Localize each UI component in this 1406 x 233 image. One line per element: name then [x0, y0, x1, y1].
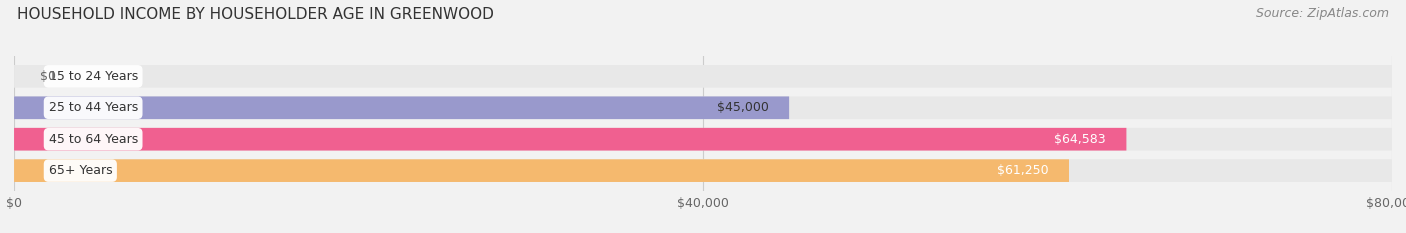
Text: $45,000: $45,000 [717, 101, 769, 114]
FancyBboxPatch shape [14, 128, 1392, 151]
Text: 45 to 64 Years: 45 to 64 Years [48, 133, 138, 146]
Text: $0: $0 [39, 70, 56, 83]
Text: $61,250: $61,250 [997, 164, 1049, 177]
FancyBboxPatch shape [14, 128, 1126, 151]
FancyBboxPatch shape [14, 65, 1392, 88]
Text: 15 to 24 Years: 15 to 24 Years [48, 70, 138, 83]
Text: 65+ Years: 65+ Years [48, 164, 112, 177]
FancyBboxPatch shape [14, 159, 1069, 182]
FancyBboxPatch shape [14, 96, 1392, 119]
FancyBboxPatch shape [14, 96, 789, 119]
Text: Source: ZipAtlas.com: Source: ZipAtlas.com [1256, 7, 1389, 20]
Text: HOUSEHOLD INCOME BY HOUSEHOLDER AGE IN GREENWOOD: HOUSEHOLD INCOME BY HOUSEHOLDER AGE IN G… [17, 7, 494, 22]
FancyBboxPatch shape [14, 159, 1392, 182]
Text: $64,583: $64,583 [1054, 133, 1105, 146]
Text: 25 to 44 Years: 25 to 44 Years [48, 101, 138, 114]
